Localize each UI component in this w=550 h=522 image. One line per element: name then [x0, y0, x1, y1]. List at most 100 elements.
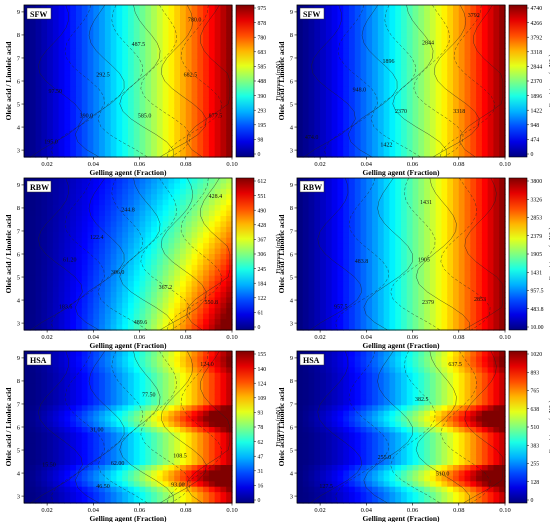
surface-cell	[162, 383, 170, 390]
surface-cell	[139, 437, 146, 444]
surface-cell	[110, 470, 118, 477]
surface-cell	[337, 53, 344, 60]
surface-cell	[29, 270, 37, 277]
surface-cell	[122, 389, 129, 396]
surface-cell	[337, 324, 344, 331]
surface-cell	[453, 313, 460, 320]
surface-cell	[128, 432, 135, 439]
surface-cell	[81, 372, 89, 379]
surface-cell	[122, 237, 129, 244]
surface-cell	[104, 81, 112, 88]
surface-cell	[464, 237, 471, 244]
surface-cell	[151, 454, 158, 461]
surface-cell	[337, 264, 344, 271]
contour-label: 122.4	[90, 235, 104, 241]
surface-cell	[302, 199, 310, 206]
surface-cell	[145, 281, 152, 288]
surface-cell	[47, 199, 54, 206]
surface-cell	[29, 302, 37, 309]
surface-cell	[99, 394, 106, 401]
surface-cell	[110, 448, 118, 455]
surface-cell	[156, 486, 164, 493]
surface-cell	[372, 59, 379, 66]
surface-cell	[435, 264, 443, 271]
surface-cell	[191, 270, 198, 277]
surface-cell	[145, 5, 152, 12]
surface-cell	[64, 70, 71, 77]
surface-cell	[145, 465, 152, 472]
surface-cell	[151, 75, 158, 82]
surface-cell	[185, 70, 193, 77]
surface-cell	[476, 286, 483, 293]
colorbar-tick-label: 490	[258, 208, 267, 214]
surface-cell	[314, 119, 321, 126]
surface-cell	[76, 43, 83, 50]
surface-cell	[81, 102, 89, 109]
surface-cell	[412, 70, 419, 77]
surface-cell	[389, 194, 396, 201]
surface-cell	[487, 129, 495, 136]
colorbar-tick-label: 2853	[531, 216, 543, 222]
surface-cell	[493, 32, 500, 39]
surface-cell	[58, 416, 66, 423]
surface-cell	[185, 91, 193, 98]
surface-cell	[145, 432, 152, 439]
surface-cell	[116, 10, 123, 17]
surface-cell	[401, 108, 408, 115]
surface-cell	[52, 254, 60, 261]
surface-cell	[476, 313, 483, 320]
surface-cell	[383, 75, 391, 82]
surface-cell	[47, 151, 54, 158]
surface-cell	[308, 43, 315, 50]
surface-cell	[226, 270, 233, 277]
colorbar-tick-label: 878	[258, 21, 267, 27]
surface-cell	[116, 5, 123, 12]
surface-cell	[343, 108, 350, 115]
surface-cell	[435, 146, 443, 153]
surface-cell	[99, 135, 106, 142]
surface-cell	[128, 254, 135, 261]
surface-cell	[35, 91, 42, 98]
surface-cell	[401, 237, 408, 244]
surface-cell	[493, 297, 500, 304]
surface-cell	[343, 32, 350, 39]
surface-cell	[320, 324, 327, 331]
surface-cell	[191, 129, 198, 136]
surface-cell	[308, 248, 315, 255]
surface-cell	[41, 421, 48, 428]
x-tick-label: 0.02	[314, 161, 325, 168]
surface-cell	[406, 232, 414, 239]
surface-cell	[70, 10, 77, 17]
surface-cell	[325, 140, 333, 147]
surface-cell	[133, 237, 141, 244]
surface-cell	[203, 226, 210, 233]
surface-cell	[180, 237, 187, 244]
surface-cell	[314, 205, 321, 212]
surface-cell	[58, 43, 66, 50]
surface-cell	[99, 237, 106, 244]
surface-cell	[302, 286, 310, 293]
surface-cell	[349, 140, 356, 147]
surface-cell	[145, 183, 152, 190]
surface-cell	[191, 81, 198, 88]
surface-cell	[493, 210, 500, 217]
surface-cell	[331, 75, 339, 82]
surface-cell	[110, 135, 118, 142]
surface-cell	[499, 135, 506, 142]
surface-cell	[76, 26, 83, 33]
surface-cell	[58, 281, 66, 288]
surface-cell	[116, 248, 123, 255]
surface-cell	[447, 91, 454, 98]
surface-cell	[128, 324, 135, 331]
surface-cell	[389, 319, 396, 326]
surface-cell	[406, 129, 414, 136]
surface-cell	[429, 259, 437, 266]
contour-line	[97, 177, 148, 331]
surface-cell	[99, 5, 106, 12]
surface-cell	[441, 302, 448, 309]
surface-cell	[47, 432, 54, 439]
surface-cell	[458, 199, 466, 206]
surface-cell	[128, 32, 135, 39]
surface-cell	[349, 270, 356, 277]
y-tick-label: 4	[17, 297, 21, 304]
